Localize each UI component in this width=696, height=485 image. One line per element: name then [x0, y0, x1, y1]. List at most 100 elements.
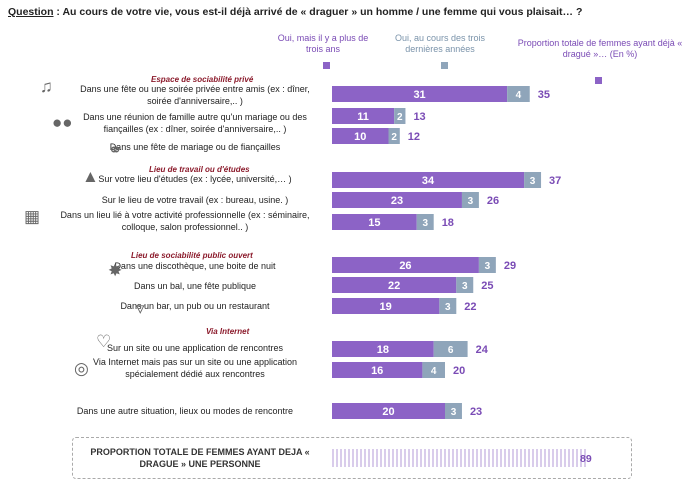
label-gray-7: 3: [485, 261, 491, 272]
section-label-internet: Via Internet: [206, 327, 250, 336]
bar-gray-5: [461, 192, 479, 208]
row-label-11: Via Internet mais pas sur un site ou une…: [93, 357, 297, 379]
total-label: PROPORTION TOTALE DE FEMMES AYANT DEJA «…: [90, 447, 310, 469]
bar-purple-5: [332, 192, 462, 208]
row-label-6: Dans un lieu lié à votre activité profes…: [60, 210, 310, 232]
row-label-8: Dans un bal, une fête publique: [133, 281, 257, 291]
label-gray-9: 3: [445, 302, 451, 313]
bar-gray-8: [456, 277, 474, 293]
legend-total: Proportion totale de femmes ayant déjà «…: [517, 38, 683, 59]
row-label-10: Sur un site ou une application de rencon…: [106, 343, 284, 353]
label-gray-8: 3: [462, 281, 468, 292]
bar-gray-10: [433, 341, 468, 357]
label-gray-5: 3: [468, 196, 474, 207]
label-purple-8: 22: [388, 280, 400, 292]
label-purple-1: 31: [413, 89, 425, 101]
row-label-9: Dans un bar, un pub ou un restaurant: [120, 301, 270, 311]
label-total-7: 29: [504, 260, 516, 272]
label-total-9: 22: [464, 301, 476, 313]
bar-gray-1: [507, 86, 530, 102]
total-value: 89: [580, 453, 592, 465]
bar-purple-1: [332, 86, 508, 102]
legend-total-swatch: [595, 77, 602, 84]
row-label-3: Dans une fête de mariage ou de fiançaill…: [109, 142, 281, 152]
disco-ball-icon: ✸: [108, 261, 123, 280]
bar-purple-9: [332, 298, 440, 314]
family-icon: ●●: [52, 113, 73, 132]
label-purple-4: 34: [422, 175, 435, 187]
bar-purple-12: [332, 403, 445, 419]
question-text: : Au cours de votre vie, vous est-il déj…: [53, 6, 583, 18]
cocktail-glass-icon: ▿: [136, 299, 145, 318]
bar-gray-7: [478, 257, 496, 273]
globe-icon: ◎: [74, 359, 89, 378]
bar-gray-6: [416, 214, 434, 230]
bar-purple-8: [332, 277, 457, 293]
label-purple-7: 26: [399, 260, 411, 272]
label-gray-11: 4: [431, 366, 437, 377]
row-label-7: Dans une discothèque, une boite de nuit: [114, 261, 276, 271]
section-label-work: Lieu de travail ou d'études: [149, 165, 250, 174]
label-purple-12: 20: [382, 406, 394, 418]
people-dancing-icon: ♫: [40, 77, 53, 96]
label-total-6: 18: [442, 217, 454, 229]
label-gray-1: 4: [516, 90, 522, 101]
label-purple-6: 15: [368, 217, 380, 229]
question-prefix: Question: [8, 6, 54, 18]
label-gray-2: 2: [397, 112, 403, 123]
bar-purple-10: [332, 341, 434, 357]
bar-purple-11: [332, 362, 423, 378]
label-gray-10: 6: [448, 345, 454, 356]
bar-purple-7: [332, 257, 479, 273]
row-label-4: Sur votre lieu d'études (ex : lycée, uni…: [98, 174, 292, 184]
bar-gray-11: [422, 362, 445, 378]
question: Question : Au cours de votre vie, vous e…: [8, 6, 582, 18]
label-purple-2: 11: [357, 111, 369, 123]
label-gray-4: 3: [530, 176, 536, 187]
bar-gray-9: [439, 298, 457, 314]
legend-purple-swatch: [323, 62, 330, 69]
bar-purple-3: [332, 128, 389, 144]
label-total-11: 20: [453, 365, 465, 377]
wedding-rings-icon: ⚭: [108, 141, 123, 160]
bar-purple-2: [332, 108, 395, 124]
bar-gray-3: [388, 128, 400, 144]
total-box: [72, 437, 632, 479]
label-total-2: 13: [413, 111, 425, 123]
label-purple-3: 10: [354, 131, 366, 143]
label-purple-10: 18: [377, 344, 389, 356]
office-building-icon: ▦: [24, 207, 41, 226]
label-total-4: 37: [549, 175, 561, 187]
total-bar: [332, 449, 586, 467]
graduation-cap-icon: ▲: [82, 167, 99, 186]
bar-gray-2: [394, 108, 406, 124]
bar-gray-4: [524, 172, 542, 188]
label-gray-3: 2: [391, 132, 397, 143]
row-label-2: Dans une réunion de famille autre qu'un …: [83, 112, 307, 134]
row-label-1: Dans une fête ou une soirée privée entre…: [80, 84, 310, 106]
bar-purple-4: [332, 172, 525, 188]
label-purple-11: 16: [371, 365, 383, 377]
section-label-private: Espace de sociabilité privé: [151, 75, 254, 84]
label-total-10: 24: [476, 344, 489, 356]
label-purple-5: 23: [391, 195, 403, 207]
label-total-1: 35: [538, 89, 550, 101]
section-label-public: Lieu de sociabilité public ouvert: [131, 251, 253, 260]
bar-gray-12: [445, 403, 462, 419]
legend-purple: Oui, mais il y a plus de trois ans: [277, 33, 369, 54]
legend-gray-swatch: [441, 62, 448, 69]
label-total-12: 23: [470, 406, 482, 418]
heart-chat-icon: ♡: [96, 332, 112, 351]
label-total-5: 26: [487, 195, 499, 207]
label-gray-12: 3: [451, 407, 457, 418]
legend-gray: Oui, au cours des trois dernières années: [394, 33, 486, 54]
label-gray-6: 3: [422, 218, 428, 229]
bar-purple-6: [332, 214, 417, 230]
row-label-12: Dans une autre situation, lieux ou modes…: [76, 406, 294, 416]
label-total-8: 25: [481, 280, 493, 292]
label-total-3: 12: [408, 131, 420, 143]
row-label-5: Sur le lieu de votre travail (ex : burea…: [101, 195, 289, 205]
label-purple-9: 19: [380, 301, 392, 313]
